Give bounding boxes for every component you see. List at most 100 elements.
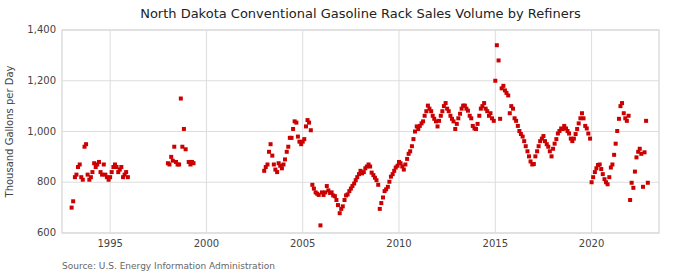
point xyxy=(379,201,383,205)
point xyxy=(343,198,347,202)
y-tick-label: 1,000 xyxy=(27,126,56,137)
y-tick-label: 1,200 xyxy=(27,75,56,86)
point xyxy=(410,144,414,148)
point xyxy=(612,153,616,157)
point xyxy=(283,157,287,161)
point xyxy=(575,127,579,131)
grid xyxy=(62,30,659,233)
point xyxy=(506,93,510,97)
point xyxy=(325,184,329,188)
point xyxy=(70,206,74,210)
point xyxy=(522,139,526,143)
point xyxy=(620,101,624,105)
point xyxy=(488,111,492,115)
point xyxy=(514,119,518,123)
point xyxy=(307,121,311,125)
points xyxy=(70,43,650,227)
point xyxy=(378,207,382,211)
point xyxy=(501,84,505,88)
point xyxy=(302,137,306,141)
point xyxy=(97,160,101,164)
point xyxy=(630,181,634,185)
chart-root: 6008001,0001,2001,4001995200020052010201… xyxy=(0,0,675,275)
point xyxy=(403,162,407,166)
point xyxy=(408,149,412,153)
point xyxy=(516,124,520,128)
point xyxy=(456,116,460,120)
point xyxy=(588,137,592,141)
point xyxy=(110,170,114,174)
point xyxy=(402,168,406,172)
point xyxy=(270,154,274,158)
point xyxy=(492,119,496,123)
point xyxy=(525,149,529,153)
point xyxy=(535,149,539,153)
point xyxy=(334,198,338,202)
point xyxy=(634,155,638,159)
x-tick-label: 2005 xyxy=(290,238,315,249)
point xyxy=(262,169,266,173)
point xyxy=(291,127,295,131)
point xyxy=(318,223,322,227)
point xyxy=(482,101,486,105)
point xyxy=(591,175,595,179)
x-tick-label: 1995 xyxy=(97,238,122,249)
point xyxy=(627,114,631,118)
y-grid-line xyxy=(62,182,659,183)
source-note: Source: U.S. Energy Information Administ… xyxy=(62,261,275,271)
point xyxy=(304,124,308,128)
point xyxy=(586,132,590,136)
point xyxy=(444,101,448,105)
point xyxy=(598,162,602,166)
point xyxy=(474,127,478,131)
point xyxy=(453,127,457,131)
point xyxy=(376,183,380,187)
point xyxy=(440,109,444,113)
point xyxy=(439,114,443,118)
y-grid-line xyxy=(62,30,659,31)
point xyxy=(84,142,88,146)
y-tick-label: 600 xyxy=(37,227,56,238)
point xyxy=(341,204,345,208)
point xyxy=(269,142,273,146)
point xyxy=(267,150,271,154)
point xyxy=(610,162,614,166)
point xyxy=(622,111,626,115)
point xyxy=(386,185,390,189)
point xyxy=(78,162,82,166)
point xyxy=(296,135,300,139)
point xyxy=(532,162,536,166)
point xyxy=(546,145,550,149)
point xyxy=(641,185,645,189)
point xyxy=(281,162,285,166)
x-grid-line xyxy=(591,30,592,233)
point xyxy=(580,111,584,115)
point xyxy=(617,117,621,121)
y-grid-line xyxy=(62,80,659,81)
point xyxy=(179,97,183,101)
point xyxy=(192,161,196,165)
point xyxy=(477,114,481,118)
point xyxy=(374,178,378,182)
point xyxy=(182,127,186,131)
point xyxy=(633,170,637,174)
point xyxy=(469,116,473,120)
point xyxy=(524,144,528,148)
point xyxy=(554,137,558,141)
point xyxy=(436,124,440,128)
point xyxy=(466,109,470,113)
x-grid-line xyxy=(399,30,400,233)
point xyxy=(585,126,589,130)
point xyxy=(533,154,537,158)
point xyxy=(421,119,425,123)
point xyxy=(338,211,342,215)
point xyxy=(615,129,619,133)
point xyxy=(455,122,459,126)
point xyxy=(631,186,635,190)
point xyxy=(275,170,279,174)
point xyxy=(521,135,525,139)
point xyxy=(368,165,372,169)
point xyxy=(567,132,571,136)
point xyxy=(599,167,603,171)
point xyxy=(458,112,462,116)
